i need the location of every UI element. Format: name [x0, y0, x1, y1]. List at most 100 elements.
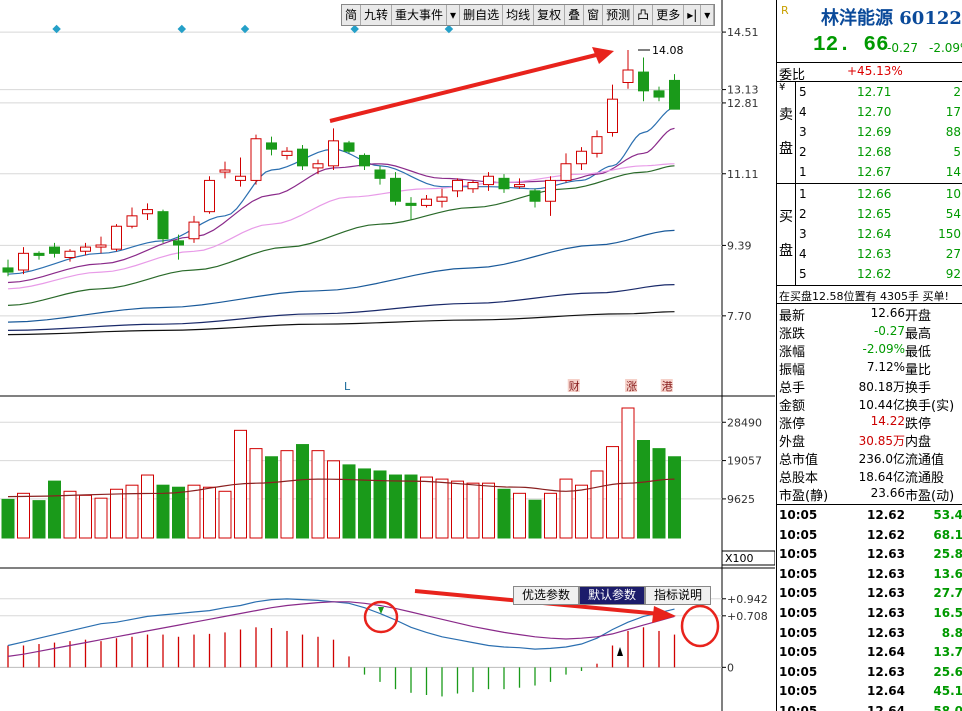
price-panel[interactable]: 14.08 L 财 涨 港	[2, 24, 684, 393]
toolbar-item-1[interactable]: 九转	[361, 5, 393, 25]
candle-5	[80, 246, 91, 252]
ma-line-3	[7, 163, 675, 290]
bid-side-label: 买	[779, 209, 793, 225]
volume-bar-18	[280, 450, 294, 539]
bid-row-4[interactable]: 4 12.63 27	[799, 247, 961, 261]
tick-row: 10:05 12.63 27.7	[779, 586, 962, 601]
toolbar-item-8[interactable]: 窗	[584, 5, 604, 25]
candle-43	[669, 79, 680, 110]
candle-41	[638, 71, 649, 92]
toolbar-item-5[interactable]: 均线	[503, 5, 535, 25]
toolbar-item-4[interactable]: 删自选	[460, 5, 504, 25]
toolbar-item-10[interactable]: 凸	[634, 5, 654, 25]
tab-optimal-params[interactable]: 优选参数	[513, 586, 580, 605]
ma-line-1	[7, 106, 675, 275]
volume-bar-22	[342, 464, 356, 539]
candle-3	[49, 246, 60, 254]
big-order-alert[interactable]: 在买盘12.58位置有 4305手 买单!	[779, 290, 949, 303]
candle-11	[173, 240, 184, 246]
toolbar-item-13[interactable]: ▾	[701, 5, 715, 25]
event-marker-2: 涨	[626, 380, 637, 393]
ma-line-7	[7, 311, 675, 336]
candle-6	[95, 244, 107, 248]
toolbar-item-3[interactable]: ▾	[447, 5, 461, 25]
ask-row-3[interactable]: 3 12.69 88	[799, 125, 961, 139]
volume-bar-7	[110, 488, 123, 539]
volume-bar-34	[528, 499, 542, 539]
volume-bar-38	[590, 470, 604, 539]
toolbar-item-6[interactable]: 复权	[534, 5, 566, 25]
candle-14	[219, 169, 231, 173]
volume-bar-8	[125, 484, 139, 539]
indicator-tabs: 优选参数 默认参数 指标说明	[513, 586, 712, 605]
volume-bar-19	[296, 444, 309, 539]
price-tick-3: 11.11	[727, 168, 759, 181]
stat-row: 振幅 7.12% 量比	[779, 360, 932, 378]
macd-tick-0: +0.942	[727, 593, 768, 606]
volume-bar-21	[327, 460, 340, 539]
event-diamond-icon-0	[52, 24, 61, 34]
logo-icon: R	[781, 4, 789, 17]
tick-row: 10:05 12.63 25.8	[779, 547, 962, 562]
candle-27	[421, 198, 432, 206]
volume-bar-37	[575, 484, 588, 539]
stat-row: 外盘 30.85万 内盘	[779, 434, 932, 450]
bid-row-5[interactable]: 5 12.62 92	[799, 267, 961, 281]
tab-default-params[interactable]: 默认参数	[579, 586, 646, 605]
event-marker-3: 港	[662, 380, 673, 393]
ask-row-4[interactable]: 4 12.70 17	[799, 105, 961, 119]
stat-row: 涨幅 -2.09% 最低	[779, 342, 932, 360]
tick-row: 10:05 12.63 13.6	[779, 566, 962, 581]
tick-row: 10:05 12.64 58.0	[779, 704, 962, 711]
volume-bar-5	[79, 494, 92, 539]
bid-row-1[interactable]: 1 12.66 10	[799, 187, 961, 201]
toolbar-item-2[interactable]: 重大事件	[392, 5, 448, 25]
toolbar-item-12[interactable]: ▸|	[684, 5, 702, 25]
tab-indicator-help[interactable]: 指标说明	[645, 586, 712, 605]
vol-tick-1: 19057	[727, 455, 762, 468]
toolbar-item-9[interactable]: 预测	[603, 5, 635, 25]
candle-20	[312, 163, 324, 169]
bid-row-3[interactable]: 3 12.64 150	[799, 227, 961, 241]
last-price: 12. 66	[813, 34, 889, 57]
candle-32	[498, 177, 510, 190]
stock-name: 林洋能源 601222	[821, 8, 962, 29]
volume-bar-26	[404, 474, 418, 539]
bid-side-label: 盘	[779, 243, 793, 259]
price-tick-0: 14.51	[727, 26, 759, 39]
ask-row-1[interactable]: 1 12.67 14	[799, 165, 961, 179]
stat-row: 涨停 14.22 跌停	[779, 414, 932, 432]
bid-row-2[interactable]: 2 12.65 54	[799, 207, 961, 221]
volume-bar-29	[451, 480, 464, 539]
volume-bar-30	[466, 482, 480, 539]
toolbar-item-11[interactable]: 更多	[653, 5, 685, 25]
volume-bar-10	[156, 484, 170, 539]
candle-23	[359, 154, 370, 167]
toolbar-item-7[interactable]: 叠	[565, 5, 585, 25]
stat-row: 总手 80.18万 换手	[779, 380, 932, 396]
toolbar-item-0[interactable]: 简	[342, 5, 362, 25]
volume-bar-40	[621, 407, 635, 539]
volume-bar-4	[63, 490, 77, 539]
volume-bar-3	[48, 480, 61, 539]
candle-42	[653, 90, 665, 98]
candle-26	[405, 202, 417, 206]
ask-row-5[interactable]: 5 12.71 2	[799, 85, 961, 99]
candle-1	[18, 252, 29, 271]
candle-21	[328, 140, 339, 167]
ask-side-label: 盘	[779, 141, 793, 157]
volume-bar-41	[637, 440, 650, 539]
death-cross-arrow-icon	[378, 607, 384, 614]
candle-29	[452, 179, 463, 192]
volume-bar-35	[544, 492, 557, 539]
stat-row: 总市值 236.0亿 流通值	[779, 452, 945, 468]
price-change: -0.27	[887, 41, 919, 55]
macd-panel[interactable]	[7, 598, 676, 697]
volume-bar-2	[32, 500, 46, 539]
candle-2	[33, 252, 45, 256]
macd-dif-line	[7, 598, 675, 650]
ask-row-2[interactable]: 2 12.68 5	[799, 145, 961, 159]
volume-panel[interactable]	[1, 407, 681, 539]
candle-39	[607, 98, 618, 133]
